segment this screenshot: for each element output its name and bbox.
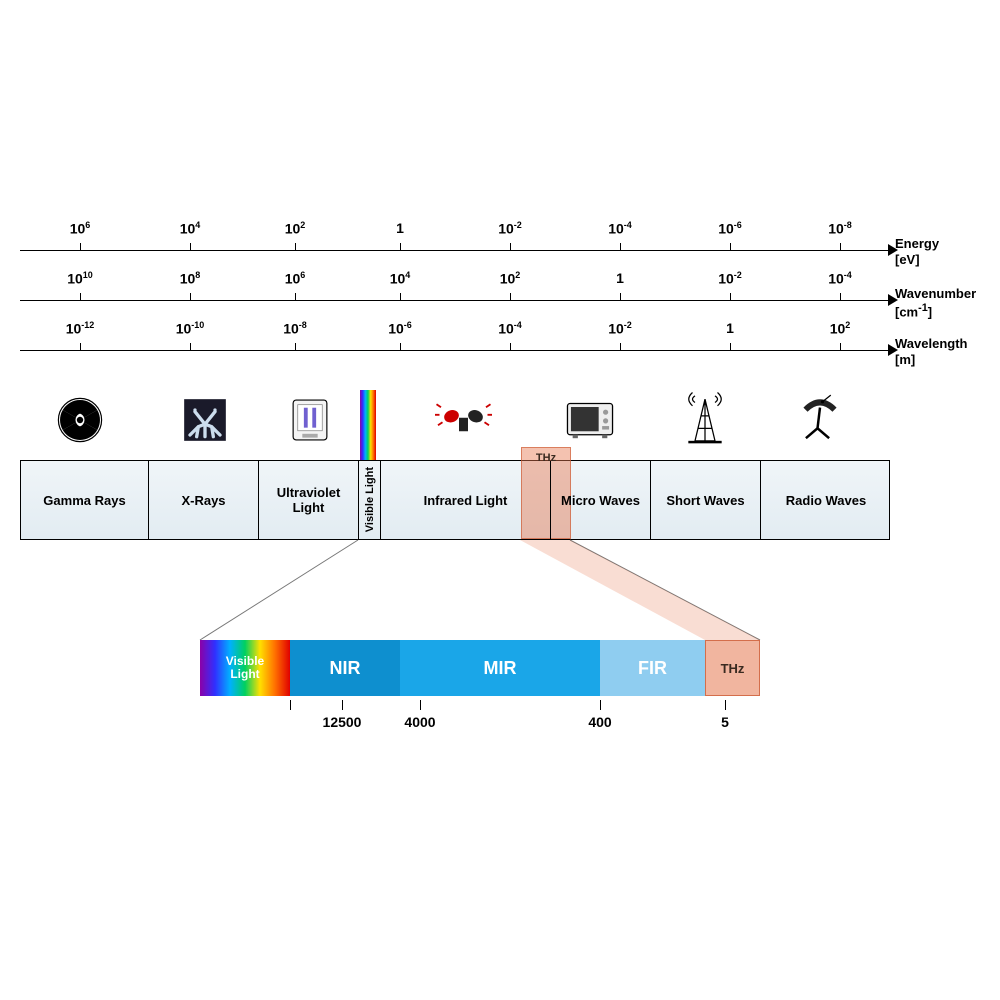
scale-tick-value: 10-6 [370, 320, 430, 337]
micro-icon [560, 390, 620, 450]
scale-unit: [m] [895, 352, 915, 367]
band-radio: Radio Waves [761, 461, 891, 539]
band-ir: Infrared Light [381, 461, 551, 539]
scale-row-wavelength: 10-12 10-10 10-8 10-6 10-4 10-2 1 102 Wavelength… [20, 320, 980, 370]
xray-icon [175, 390, 235, 450]
scale-row-wavenumber: 1010 108 106 104 102 1 10-2 10-4 Wavenumber[cm-1… [20, 270, 980, 320]
scale-row-energy: 106 104 102 1 10-2 10-4 10-6 10-8 Energy[eV] [20, 220, 980, 270]
scale-tick-value: 106 [265, 270, 325, 287]
scale-tick-value: 10-2 [590, 320, 650, 337]
scale-tick-value: 10-8 [810, 220, 870, 237]
scale-tick-value: 10-2 [700, 270, 760, 287]
scale-tick-value: 102 [480, 270, 540, 287]
scale-tick-value: 106 [50, 220, 110, 237]
detail-seg-fir: FIR [600, 640, 705, 696]
scale-tick-value: 10-8 [265, 320, 325, 337]
band-visible: Visible Light [359, 461, 381, 539]
detail-tick-label: 5 [721, 714, 729, 730]
scale-tick-value: 10-2 [480, 220, 540, 237]
scale-tick-value: 10-4 [810, 270, 870, 287]
spectrum-bands-row: THz Gamma RaysX-RaysUltraviolet LightVis… [20, 460, 890, 540]
ir-icon [435, 390, 495, 450]
detail-seg-nir: NIR [290, 640, 400, 696]
scale-label: Wavelength [895, 336, 967, 351]
detail-seg-visible: VisibleLight [200, 640, 290, 696]
detail-tick-label: 12500 [323, 714, 362, 730]
scale-tick-value: 1 [590, 270, 650, 286]
scale-unit: [cm-1] [895, 302, 932, 319]
gamma-icon [50, 390, 110, 450]
detail-bar: VisibleLightNIRMIRFIRTHz [200, 640, 760, 696]
detail-seg-mir: MIR [400, 640, 600, 696]
band-gamma: Gamma Rays [21, 461, 149, 539]
uv-icon [280, 390, 340, 450]
band-short: Short Waves [651, 461, 761, 539]
visible-rainbow-bar [360, 390, 376, 460]
detail-tick-label: 400 [588, 714, 611, 730]
band-icons-row [20, 380, 980, 460]
em-spectrum-diagram: 106 104 102 1 10-2 10-4 10-6 10-8 Energy[eV] 1010… [20, 220, 980, 540]
scale-label: Wavenumber [895, 286, 976, 301]
detail-ticks: 1250040004005 [200, 696, 760, 726]
scale-tick-value: 102 [265, 220, 325, 237]
scale-tick-value: 1010 [50, 270, 110, 287]
infrared-detail: VisibleLightNIRMIRFIRTHz 1250040004005 [200, 640, 760, 726]
band-micro: Micro Waves [551, 461, 651, 539]
scale-tick-value: 10-4 [590, 220, 650, 237]
short-icon [675, 390, 735, 450]
scale-tick-value: 104 [370, 270, 430, 287]
scale-tick-value: 108 [160, 270, 220, 287]
scale-tick-value: 10-4 [480, 320, 540, 337]
scale-tick-value: 1 [370, 220, 430, 236]
scale-tick-value: 10-12 [50, 320, 110, 337]
radio-icon [790, 390, 850, 450]
detail-seg-thz: THz [705, 640, 760, 696]
scale-tick-value: 102 [810, 320, 870, 337]
band-uv: Ultraviolet Light [259, 461, 359, 539]
scale-tick-value: 1 [700, 320, 760, 336]
scale-tick-value: 10-10 [160, 320, 220, 337]
scale-tick-value: 104 [160, 220, 220, 237]
band-xray: X-Rays [149, 461, 259, 539]
scale-label: Energy [895, 236, 939, 251]
scale-tick-value: 10-6 [700, 220, 760, 237]
detail-tick-label: 4000 [404, 714, 435, 730]
scale-unit: [eV] [895, 252, 920, 267]
